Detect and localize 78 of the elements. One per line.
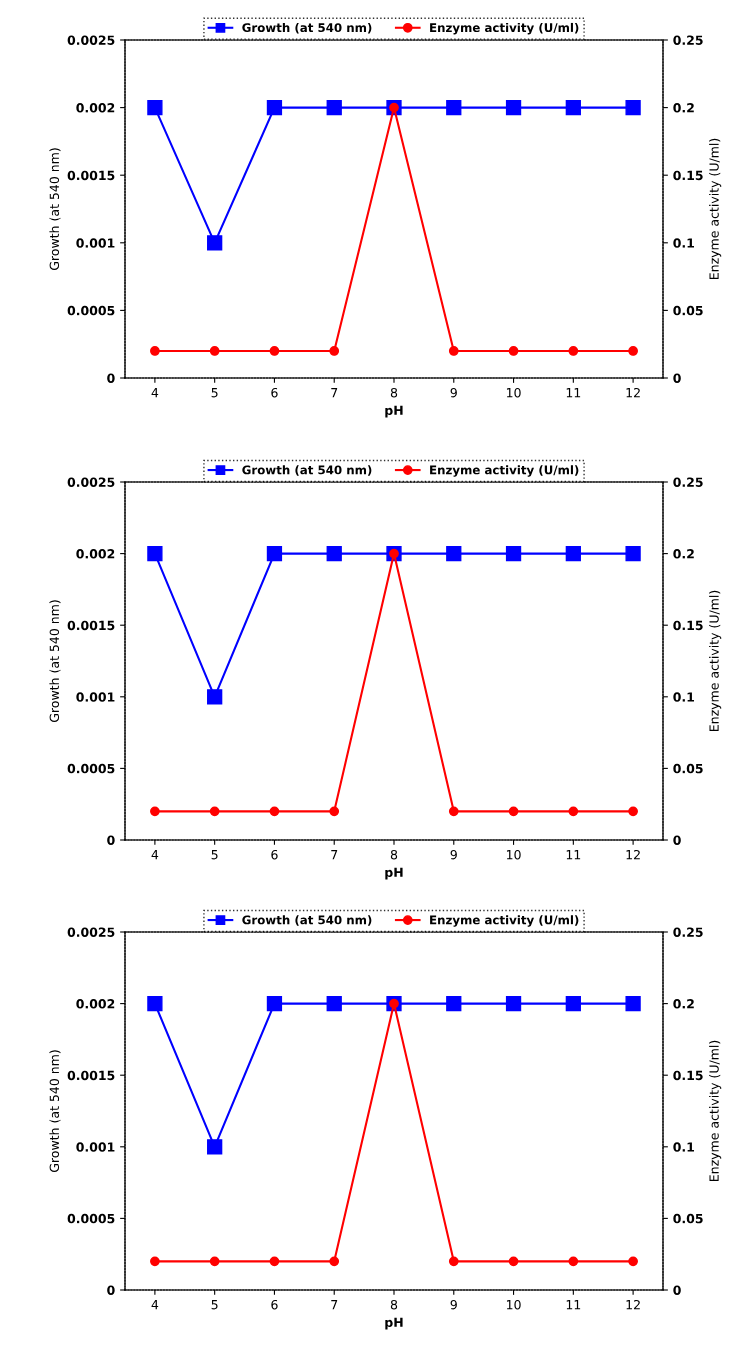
x-tick-label: 5 bbox=[211, 1300, 218, 1310]
y2-tick-label: 0.05 bbox=[673, 763, 703, 774]
y-tick-label: 0.0005 bbox=[67, 305, 115, 316]
y-tick-label: 0 bbox=[107, 373, 115, 383]
x-tick-label: 12 bbox=[626, 849, 640, 860]
y2-tick-label: 0.25 bbox=[673, 35, 703, 45]
x-tick-label: 10 bbox=[506, 1299, 521, 1310]
y-tick-label: 0.001 bbox=[76, 692, 115, 702]
y-axis-title: Growth (at 540 nm) bbox=[49, 148, 61, 271]
x-tick-label: 11 bbox=[566, 1300, 581, 1310]
x-tick-label: 6 bbox=[271, 849, 278, 860]
y2-tick-label: 0.05 bbox=[673, 305, 703, 316]
y2-tick-label: 0.2 bbox=[673, 999, 694, 1009]
y2-tick-label: 0.25 bbox=[673, 927, 703, 937]
y-tick-label: 0.0015 bbox=[67, 1070, 115, 1081]
x-tick-label: 8 bbox=[390, 387, 398, 398]
x-axis-title: pH bbox=[385, 405, 403, 418]
x-tick-label: 4 bbox=[151, 1300, 159, 1310]
x-tick-label: 7 bbox=[331, 850, 338, 860]
y2-tick-label: 0.2 bbox=[673, 103, 694, 113]
y2-axis-title: Enzyme activity (U/ml) bbox=[709, 138, 722, 279]
y2-tick-label: 0.25 bbox=[673, 477, 703, 487]
y-tick-label: 0.0015 bbox=[67, 620, 115, 631]
x-tick-label: 7 bbox=[331, 388, 338, 398]
y-tick-label: 0 bbox=[107, 1285, 115, 1295]
y-tick-label: 0.001 bbox=[76, 238, 115, 248]
y2-tick-label: 0.05 bbox=[673, 1213, 703, 1224]
x-tick-label: 9 bbox=[450, 387, 457, 398]
y-tick-label: 0 bbox=[107, 835, 115, 845]
y2-tick-label: 0.15 bbox=[673, 1070, 703, 1081]
x-tick-label: 11 bbox=[566, 850, 581, 860]
y2-tick-label: 0 bbox=[673, 373, 681, 383]
x-axis-title: pH bbox=[385, 1317, 403, 1330]
legend-label: Enzyme activity (U/ml) bbox=[430, 22, 579, 35]
x-tick-label: 5 bbox=[211, 850, 218, 860]
y-tick-label: 0.002 bbox=[76, 549, 115, 559]
y-tick-label: 0.0025 bbox=[67, 35, 115, 45]
y-tick-label: 0.0025 bbox=[67, 927, 115, 937]
x-tick-label: 9 bbox=[450, 849, 457, 860]
y2-axis-title: Enzyme activity (U/ml) bbox=[709, 590, 722, 731]
x-tick-label: 9 bbox=[450, 1299, 457, 1310]
x-tick-label: 12 bbox=[626, 387, 640, 398]
y2-tick-label: 0.2 bbox=[673, 549, 694, 559]
legend-label: Growth (at 540 nm) bbox=[242, 22, 372, 34]
x-tick-label: 10 bbox=[506, 849, 521, 860]
y-tick-label: 0.002 bbox=[76, 103, 115, 113]
y2-tick-label: 0 bbox=[673, 835, 681, 845]
y2-tick-label: 0 bbox=[673, 1285, 681, 1295]
y2-tick-label: 0.1 bbox=[673, 692, 695, 702]
legend-label: Growth (at 540 nm) bbox=[242, 915, 372, 926]
x-tick-label: 10 bbox=[506, 387, 521, 398]
x-tick-label: 8 bbox=[390, 1299, 398, 1310]
y-tick-label: 0.0005 bbox=[67, 763, 115, 774]
y2-tick-label: 0.1 bbox=[673, 1142, 695, 1152]
y2-tick-label: 0.15 bbox=[673, 620, 703, 631]
y-tick-label: 0.002 bbox=[76, 999, 115, 1009]
x-tick-label: 7 bbox=[331, 1300, 338, 1310]
y2-tick-label: 0.1 bbox=[673, 238, 695, 248]
y-tick-label: 0.0015 bbox=[67, 170, 115, 181]
x-axis-title: pH bbox=[385, 867, 403, 880]
x-tick-label: 4 bbox=[151, 850, 159, 860]
y-tick-label: 0.0005 bbox=[67, 1213, 115, 1224]
x-tick-label: 11 bbox=[566, 388, 581, 398]
y-tick-label: 0.001 bbox=[76, 1142, 115, 1152]
y-tick-label: 0.0025 bbox=[67, 477, 115, 487]
x-tick-label: 5 bbox=[211, 388, 218, 398]
y-axis-title: Growth (at 540 nm) bbox=[49, 1050, 61, 1173]
y2-axis-title: Enzyme activity (U/ml) bbox=[709, 1040, 722, 1181]
x-tick-label: 6 bbox=[271, 387, 278, 398]
x-tick-label: 4 bbox=[151, 388, 159, 398]
y2-tick-label: 0.15 bbox=[673, 170, 703, 181]
x-tick-label: 6 bbox=[271, 1299, 278, 1310]
y-axis-title: Growth (at 540 nm) bbox=[49, 600, 61, 723]
legend-label: Enzyme activity (U/ml) bbox=[430, 465, 579, 477]
x-tick-label: 12 bbox=[626, 1299, 640, 1310]
x-tick-label: 8 bbox=[390, 849, 398, 860]
legend-label: Growth (at 540 nm) bbox=[242, 465, 372, 476]
legend-label: Enzyme activity (U/ml) bbox=[430, 915, 579, 927]
